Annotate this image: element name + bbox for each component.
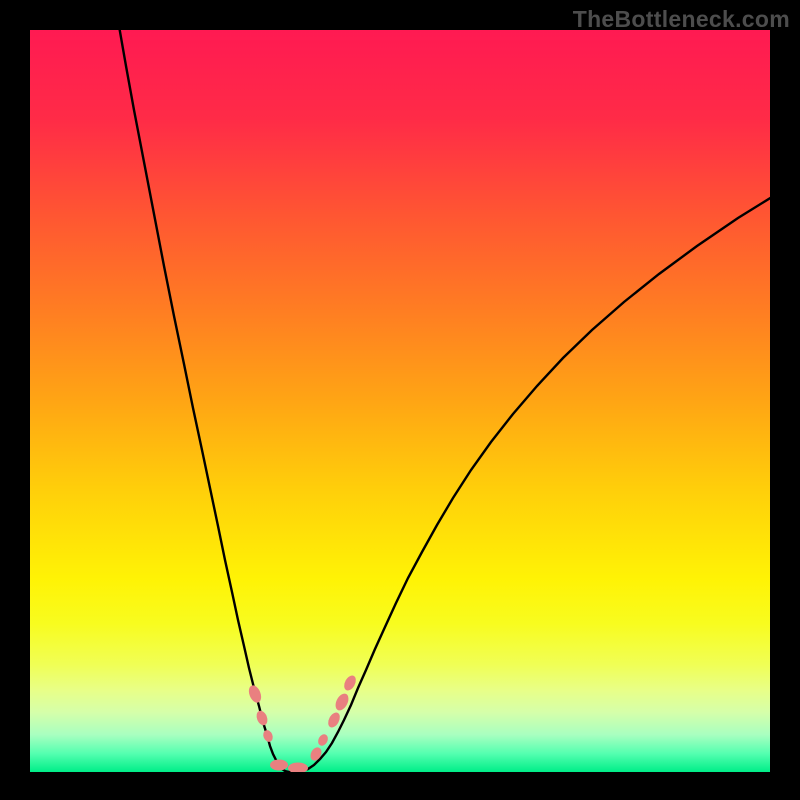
valley-marker <box>255 709 270 727</box>
valley-marker <box>262 729 275 743</box>
valley-marker <box>270 760 288 771</box>
valley-marker <box>316 733 330 748</box>
chart-frame: TheBottleneck.com <box>0 0 800 800</box>
curve-layer <box>30 30 770 772</box>
curve-left-branch <box>119 30 289 772</box>
valley-marker <box>288 763 308 773</box>
valley-marker <box>247 684 264 705</box>
valley-marker <box>342 674 358 693</box>
curve-right-branch <box>289 179 770 772</box>
valley-marker <box>308 745 323 762</box>
plot-area <box>30 30 770 772</box>
watermark-text: TheBottleneck.com <box>573 6 790 33</box>
